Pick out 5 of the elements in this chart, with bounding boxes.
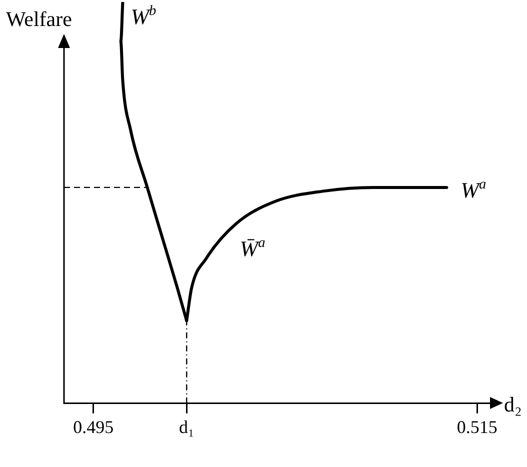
- x-tick-label: d₁: [178, 416, 194, 437]
- x-axis-title: d₂: [504, 392, 522, 416]
- y-axis-title: Welfare: [6, 7, 72, 31]
- x-tick-label: 0.515: [456, 416, 498, 437]
- x-tick-label: 0.495: [73, 416, 114, 437]
